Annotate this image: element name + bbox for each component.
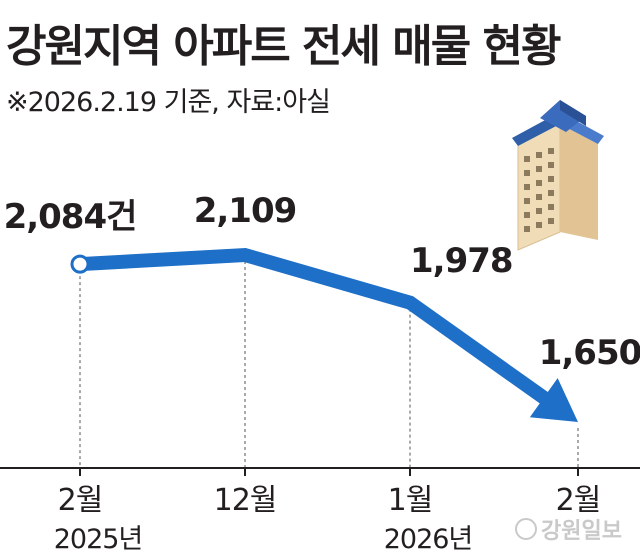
x-tick-label: 2월: [556, 483, 601, 518]
series-line: [79, 247, 550, 405]
year-label: 2025년: [54, 524, 143, 555]
year-label: 2026년: [384, 524, 473, 555]
data-label: 1,650: [539, 333, 640, 373]
x-tick-label: 2월: [58, 483, 103, 518]
logo-circle-icon: [515, 518, 538, 540]
data-label: 2,084건: [4, 197, 137, 237]
watermark-logo: 강원일보: [515, 513, 622, 545]
data-label: 1,978: [410, 241, 513, 281]
chart-title: 강원지역 아파트 전세 매물 현황: [6, 21, 562, 72]
chart-subtitle: ※2026.2.19 기준, 자료:아실: [6, 87, 331, 118]
data-label: 2,109: [194, 191, 297, 231]
x-tick-label: 1월: [388, 483, 433, 518]
apartment-building-icon: [512, 100, 604, 251]
x-tick-label: 12월: [214, 483, 277, 518]
start-point-marker: [70, 254, 90, 274]
watermark-text: 강원일보: [541, 519, 622, 544]
arrowhead-marker: [529, 378, 578, 422]
